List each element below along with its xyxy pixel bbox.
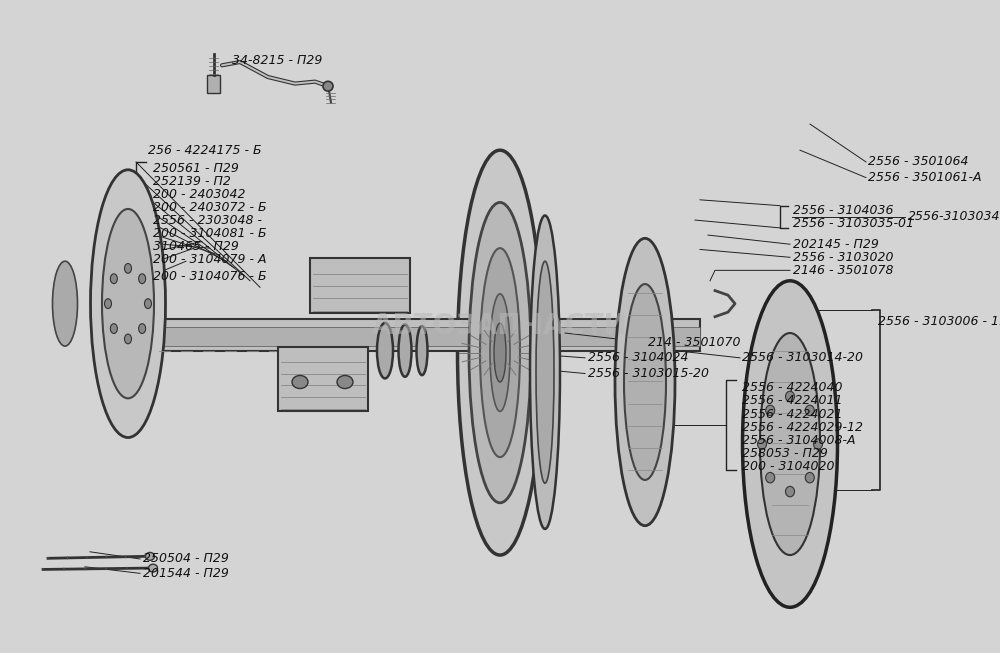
Text: 2556 - 3103020: 2556 - 3103020	[793, 251, 894, 264]
Ellipse shape	[814, 439, 823, 449]
Ellipse shape	[139, 274, 146, 283]
Text: 200 - 3104076 - Б: 200 - 3104076 - Б	[153, 270, 267, 283]
Bar	[207, 75, 220, 93]
Text: АВТОЗАПЧАСТИ: АВТОЗАПЧАСТИ	[372, 313, 628, 340]
Text: 200 - 2403042: 200 - 2403042	[153, 188, 246, 201]
Text: 252139 - П2: 252139 - П2	[153, 175, 231, 188]
Ellipse shape	[110, 274, 117, 283]
Ellipse shape	[323, 81, 333, 91]
Ellipse shape	[148, 564, 158, 572]
Ellipse shape	[766, 472, 775, 483]
Ellipse shape	[110, 324, 117, 334]
Ellipse shape	[480, 248, 520, 457]
Text: 214 - 3501070: 214 - 3501070	[648, 336, 740, 349]
Text: 250561 - П29: 250561 - П29	[153, 162, 239, 175]
Text: 200 - 3104081 - Б: 200 - 3104081 - Б	[153, 227, 267, 240]
Text: 2556 - 3104008-А: 2556 - 3104008-А	[742, 434, 856, 447]
Ellipse shape	[458, 150, 542, 555]
Text: 200 - 2403072 - Б: 200 - 2403072 - Б	[153, 201, 267, 214]
Text: 2556-3103034: 2556-3103034	[908, 210, 1000, 223]
Bar	[110, 326, 700, 346]
Text: 2556 - 3501064: 2556 - 3501064	[868, 155, 968, 168]
Ellipse shape	[786, 486, 794, 497]
Text: 2556 - 4224021: 2556 - 4224021	[742, 407, 842, 421]
Ellipse shape	[416, 326, 428, 375]
Ellipse shape	[377, 323, 393, 378]
Text: 2556 - 3501061-А: 2556 - 3501061-А	[868, 171, 982, 184]
Ellipse shape	[292, 375, 308, 389]
Ellipse shape	[144, 298, 152, 308]
Text: 34-8215 - П29: 34-8215 - П29	[232, 54, 322, 67]
Ellipse shape	[139, 324, 146, 334]
Ellipse shape	[102, 209, 154, 398]
Ellipse shape	[490, 294, 510, 411]
Text: 202145 - П29: 202145 - П29	[793, 238, 879, 251]
Ellipse shape	[624, 284, 666, 480]
Text: 256 - 4224175 - Б: 256 - 4224175 - Б	[148, 144, 262, 157]
Ellipse shape	[104, 298, 112, 308]
Text: 250504 - П29: 250504 - П29	[143, 552, 229, 565]
Ellipse shape	[469, 202, 531, 503]
Ellipse shape	[530, 215, 560, 529]
Ellipse shape	[742, 281, 838, 607]
Text: 2556 - 2303048 -: 2556 - 2303048 -	[153, 214, 262, 227]
Ellipse shape	[536, 261, 554, 483]
Bar	[278, 347, 368, 411]
Ellipse shape	[90, 170, 166, 438]
Ellipse shape	[766, 406, 775, 416]
Ellipse shape	[337, 375, 353, 389]
Text: 201544 - П29: 201544 - П29	[143, 567, 229, 580]
Text: 2556 - 4224029-12: 2556 - 4224029-12	[742, 421, 863, 434]
Text: 2556 - 3103015-20: 2556 - 3103015-20	[588, 367, 709, 380]
Text: 2556 - 4224040: 2556 - 4224040	[742, 381, 842, 394]
Ellipse shape	[758, 439, 767, 449]
Text: 258053 - П29: 258053 - П29	[742, 447, 828, 460]
Bar	[310, 258, 410, 313]
Text: 310465 - П29: 310465 - П29	[153, 240, 239, 253]
Text: 2556 - 3104024: 2556 - 3104024	[588, 351, 688, 364]
Ellipse shape	[398, 325, 412, 377]
Ellipse shape	[146, 552, 154, 560]
Ellipse shape	[615, 238, 675, 526]
Ellipse shape	[124, 334, 132, 343]
Text: 200 - 3104020: 200 - 3104020	[742, 460, 834, 473]
Text: 2556 - 3103006 - 11: 2556 - 3103006 - 11	[878, 315, 1000, 328]
Ellipse shape	[124, 263, 132, 273]
Ellipse shape	[786, 391, 794, 402]
Ellipse shape	[52, 261, 78, 346]
Text: 2556 - 3104036: 2556 - 3104036	[793, 204, 894, 217]
Text: 2556 - 3103035-01: 2556 - 3103035-01	[793, 217, 914, 230]
Text: 200 - 3104079 - А: 200 - 3104079 - А	[153, 253, 266, 266]
Ellipse shape	[805, 406, 814, 416]
Text: 2556 - 3103014-20: 2556 - 3103014-20	[742, 351, 863, 364]
Bar	[110, 319, 700, 351]
Text: 2146 - 3501078: 2146 - 3501078	[793, 264, 894, 277]
Ellipse shape	[494, 323, 506, 382]
Text: 2556 - 4224011: 2556 - 4224011	[742, 394, 842, 407]
Ellipse shape	[805, 472, 814, 483]
Ellipse shape	[760, 333, 820, 555]
